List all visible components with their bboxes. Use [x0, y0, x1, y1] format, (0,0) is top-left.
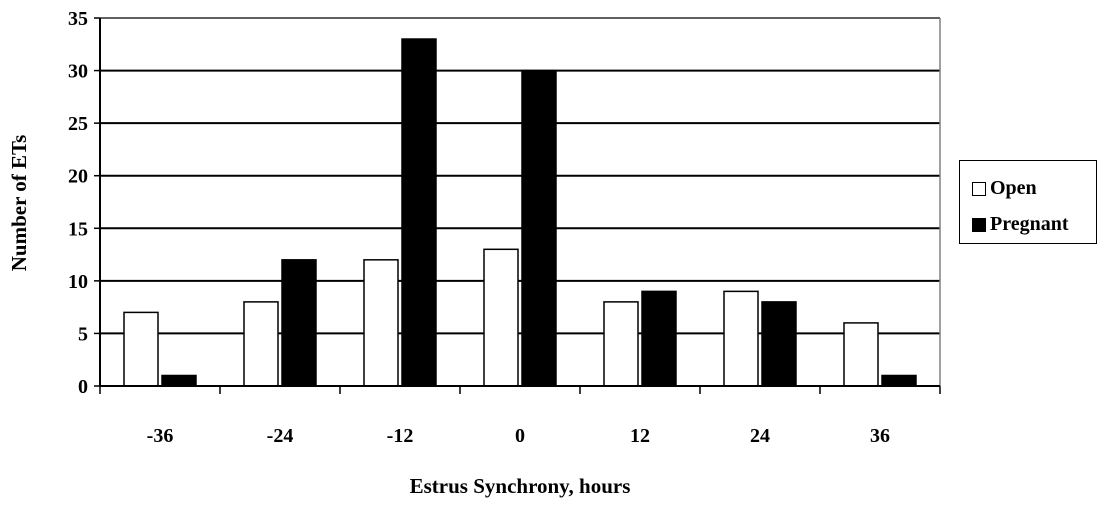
axes: 0 5 10 15 20 25 30 35 -36 -24 -12 0 12 24 36 — [68, 8, 941, 447]
y-axis-title: Number of ETs — [7, 135, 31, 272]
x-tick-label: 36 — [870, 425, 890, 447]
legend-swatch-pregnant — [972, 217, 986, 232]
y-tick-label: 35 — [68, 8, 88, 30]
bar-open-0 — [483, 248, 519, 387]
y-tick-label: 5 — [78, 323, 88, 345]
bar-open-12 — [603, 301, 639, 387]
y-tick-label: 20 — [68, 166, 88, 188]
x-tick-label: 24 — [750, 425, 770, 447]
x-axis-title: Estrus Synchrony, hours — [410, 474, 631, 498]
bar-open-24 — [723, 290, 759, 387]
bar-open--12 — [363, 259, 399, 387]
bar-pregnant--36 — [161, 374, 197, 387]
bar-pregnant--24 — [281, 259, 317, 387]
y-tick-label: 15 — [68, 218, 88, 240]
axis-labels: Number of ETs Estrus Synchrony, hours — [7, 135, 630, 498]
gridlines — [100, 17, 940, 335]
bar-open-36 — [843, 322, 879, 387]
y-tick-label: 30 — [68, 61, 88, 83]
x-tick-label: -36 — [147, 425, 174, 447]
bar-pregnant-36 — [881, 374, 917, 387]
bar-pregnant-0 — [521, 69, 557, 387]
y-tick-label: 10 — [68, 271, 88, 293]
bar-open--24 — [243, 301, 279, 387]
bar-pregnant-12 — [641, 290, 677, 387]
x-tick-label: -12 — [387, 425, 414, 447]
legend-item-open: Open — [972, 177, 1037, 200]
legend-swatch-open — [972, 181, 986, 196]
legend-label-pregnant: Pregnant — [990, 213, 1069, 235]
x-tick-label: -24 — [267, 425, 294, 447]
bar-pregnant-24 — [761, 301, 797, 387]
bar-open--36 — [123, 311, 159, 387]
bar-pregnant--12 — [401, 38, 437, 387]
y-tick-label: 25 — [68, 113, 88, 135]
y-tick-label: 0 — [78, 376, 88, 398]
x-tick-label: 12 — [630, 425, 650, 447]
legend-item-pregnant: Pregnant — [972, 213, 1069, 236]
x-tick-label: 0 — [515, 425, 525, 447]
legend: Open Pregnant — [959, 160, 1097, 244]
legend-label-open: Open — [990, 177, 1037, 199]
